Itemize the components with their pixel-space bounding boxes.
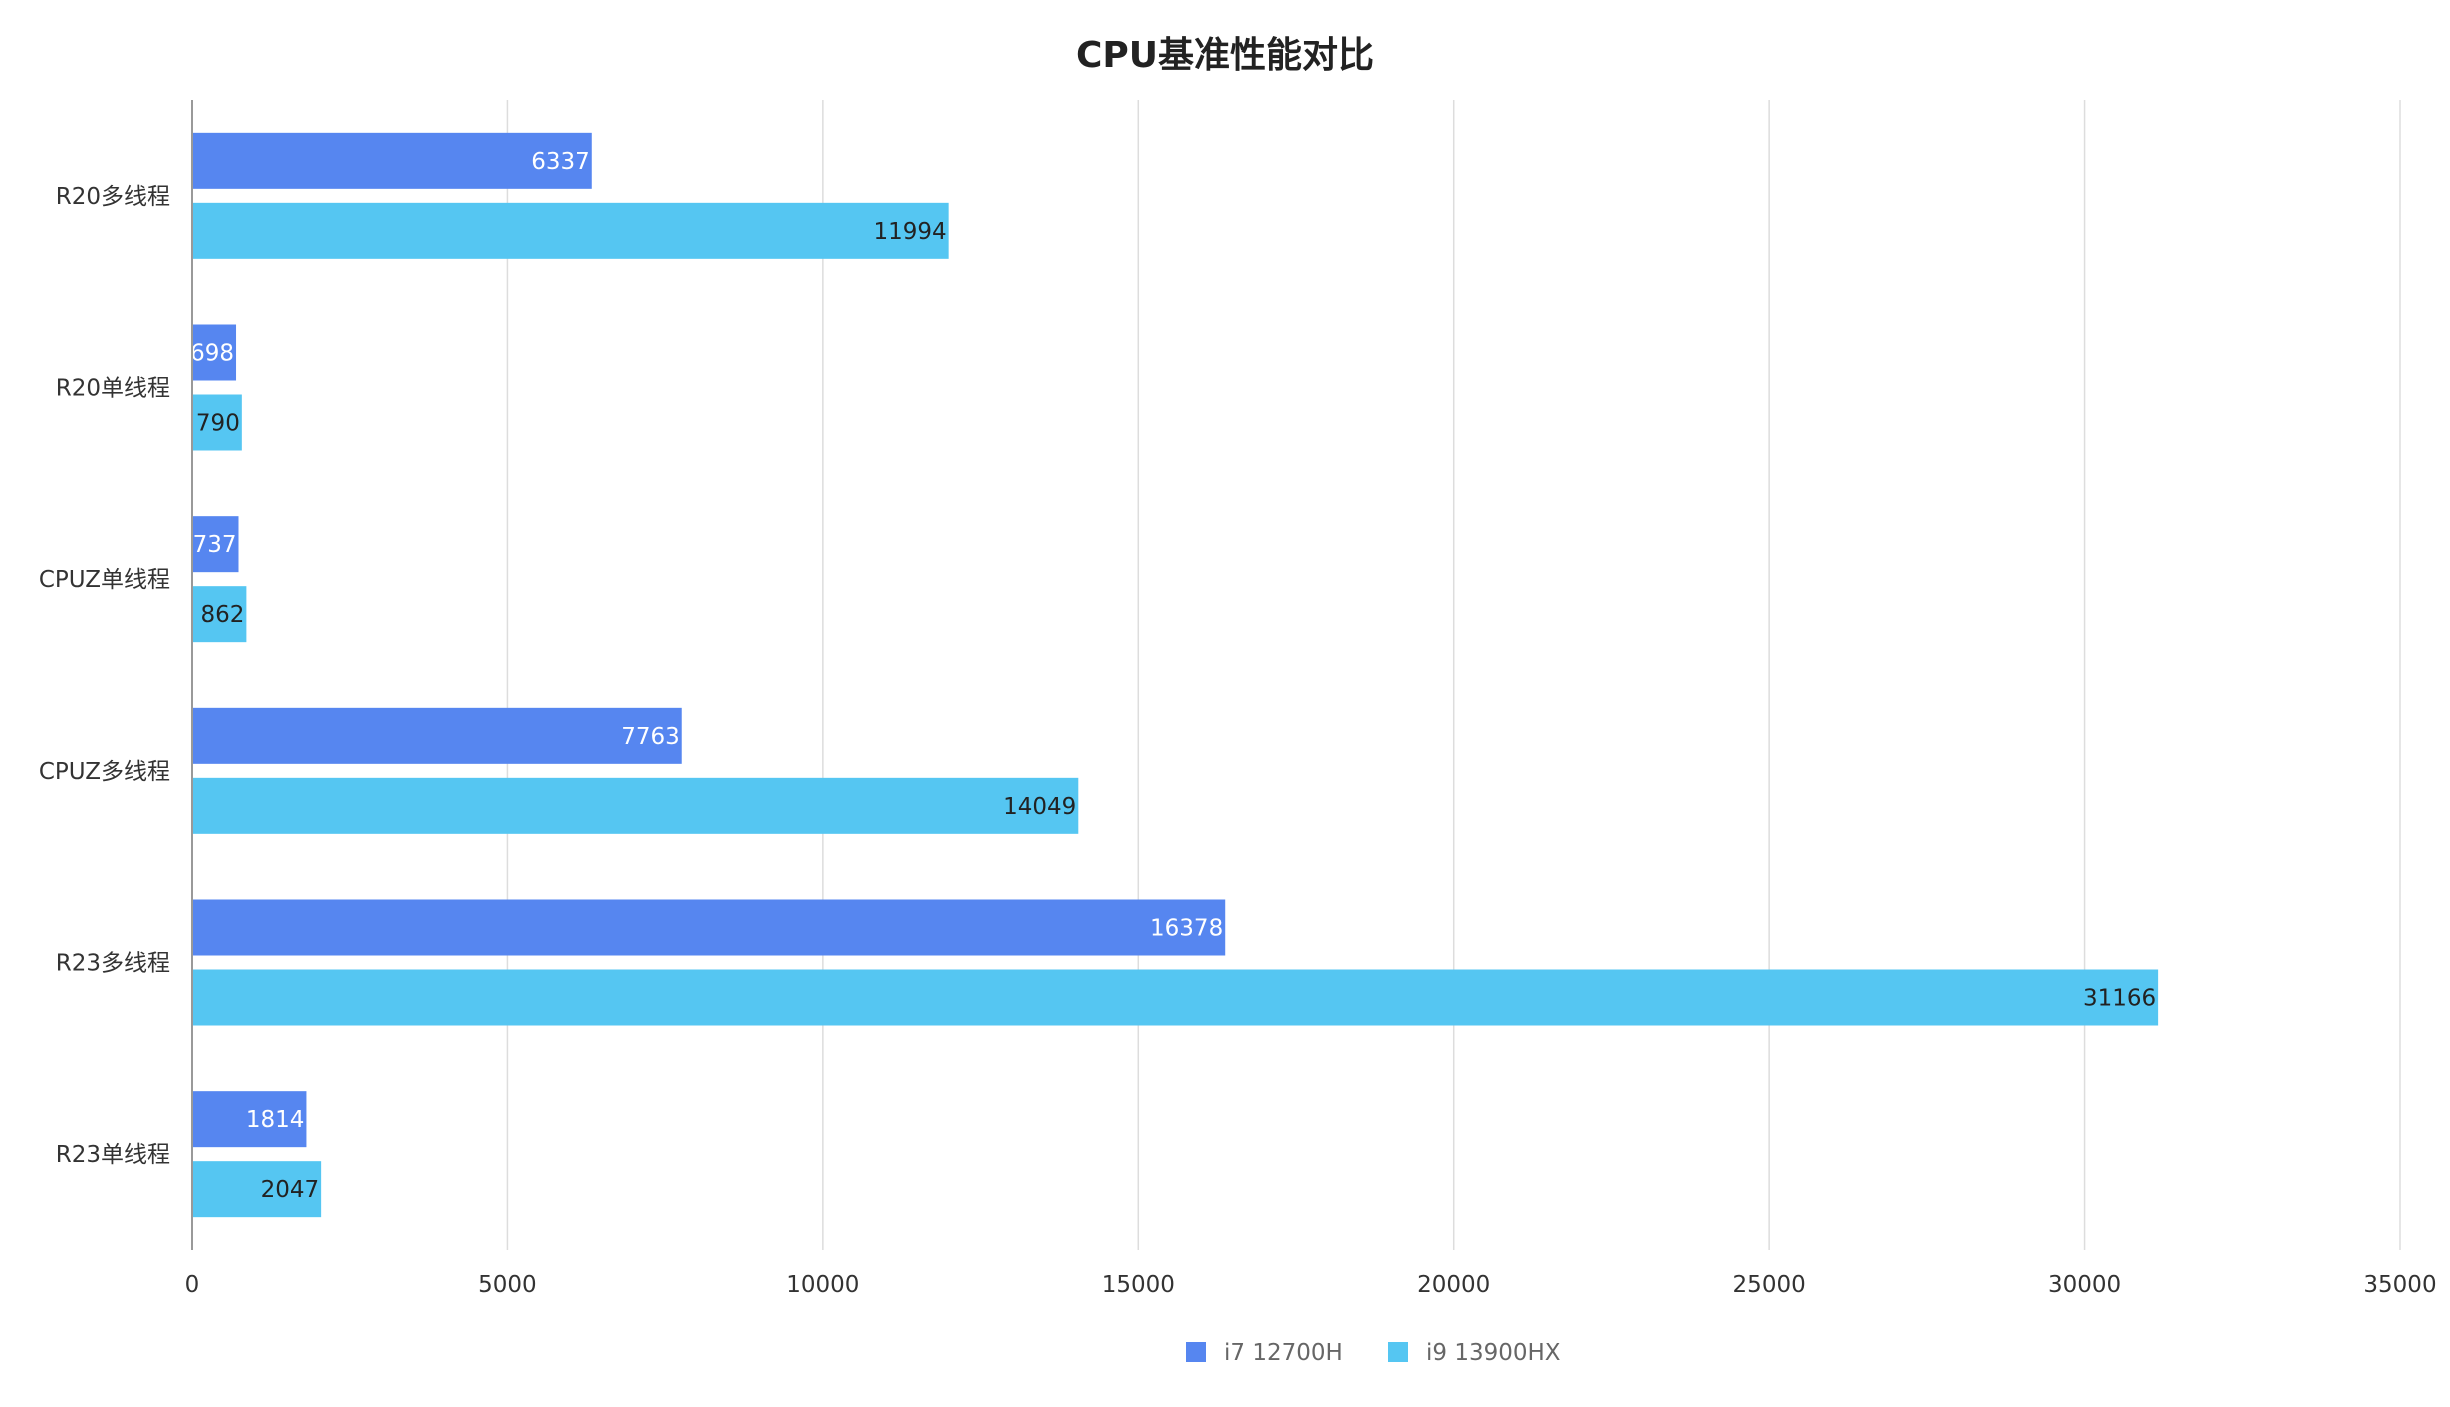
bar — [192, 969, 2159, 1026]
bar — [192, 394, 242, 451]
bar-value-label: 7763 — [621, 724, 680, 750]
bar — [192, 707, 682, 764]
category-label: R23单线程 — [56, 1142, 170, 1168]
x-tick-label: 30000 — [2048, 1272, 2121, 1298]
bar-value-label: 6337 — [531, 149, 590, 175]
bar-value-label: 698 — [190, 341, 234, 367]
category-label: R20多线程 — [56, 184, 170, 210]
axes: 0 5000 10000 15000 20000 25000 30000 35000 R20多线… — [39, 100, 2437, 1298]
bar-value-label: 31166 — [2083, 986, 2156, 1012]
legend-swatch — [1186, 1342, 1206, 1362]
bar-value-label: 16378 — [1150, 916, 1223, 942]
bar — [192, 586, 247, 643]
grid-lines — [506, 100, 2401, 1250]
x-tick-label: 5000 — [478, 1272, 537, 1298]
x-tick-label: 10000 — [786, 1272, 859, 1298]
x-tick-label: 0 — [185, 1272, 200, 1298]
bar — [192, 1091, 307, 1148]
bar-value-label: 737 — [193, 532, 237, 558]
category-label: R23多线程 — [56, 951, 170, 977]
category-label: CPUZ单线程 — [39, 567, 170, 593]
bar-value-label: 2047 — [261, 1177, 320, 1203]
category-label: CPUZ多线程 — [39, 759, 170, 785]
legend-swatch — [1388, 1342, 1408, 1362]
bar — [192, 516, 239, 573]
bar-value-label: 11994 — [873, 219, 946, 245]
bar — [192, 202, 949, 259]
bar-value-label: 1814 — [246, 1107, 305, 1133]
bar-value-label: 14049 — [1003, 794, 1076, 820]
category-label: R20单线程 — [56, 376, 170, 402]
bar — [192, 1161, 322, 1218]
x-tick-label: 35000 — [2363, 1272, 2436, 1298]
x-tick-label: 15000 — [1102, 1272, 1175, 1298]
bar-value-label: 862 — [200, 602, 244, 628]
bar — [192, 132, 592, 189]
legend-label: i7 12700H — [1224, 1340, 1343, 1366]
bar — [192, 777, 1079, 834]
bars: 6337 11994 698 790 737 862 7763 14049 16378 31166… — [190, 132, 2159, 1218]
bar — [192, 899, 1226, 956]
bar-value-label: 790 — [196, 411, 240, 437]
bar — [192, 324, 237, 381]
x-tick-label: 25000 — [1733, 1272, 1806, 1298]
chart-title: CPU基准性能对比 — [1075, 35, 1375, 76]
legend: i7 12700H i9 13900HX — [1186, 1340, 1561, 1366]
x-tick-label: 20000 — [1417, 1272, 1490, 1298]
legend-label: i9 13900HX — [1426, 1340, 1561, 1366]
